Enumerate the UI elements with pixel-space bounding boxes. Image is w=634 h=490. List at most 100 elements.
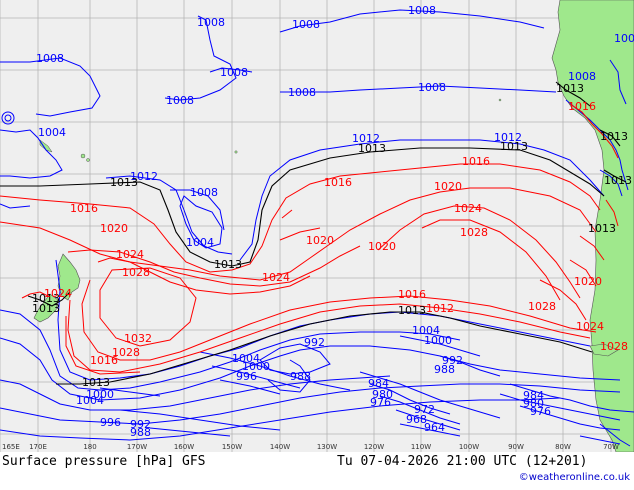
high-pressure-isobars xyxy=(0,163,605,375)
low-isobar-label: 1008 xyxy=(614,32,634,45)
low-isobar-label: 980 xyxy=(523,397,544,410)
low-isobar-label: 1008 xyxy=(220,66,248,79)
low-isobar-label: 984 xyxy=(523,389,544,402)
high-isobar-label: 1032 xyxy=(124,332,152,345)
low-isobar-label: 984 xyxy=(368,377,389,390)
map-canvas: 165E 170E 180 170W 160W 150W 140W 130W 120W 110W 1… xyxy=(0,0,634,452)
longitude-label: 70W xyxy=(603,443,619,451)
low-isobar-label: 992 xyxy=(130,418,151,431)
longitude-label: 90W xyxy=(508,443,524,451)
standard-pressure-isobars xyxy=(0,81,627,385)
low-isobar-label: 980 xyxy=(372,388,393,401)
low-isobar-label: 1008 xyxy=(197,16,225,29)
high-isobar-label: 1024 xyxy=(262,271,290,284)
low-isobar-label: 988 xyxy=(434,363,455,376)
standard-isobar-label: 1013 xyxy=(32,302,60,315)
low-isobar-label: 988 xyxy=(130,426,151,439)
high-isobar-label: 1024 xyxy=(116,248,144,261)
low-isobar-label: 1008 xyxy=(418,81,446,94)
low-isobar-label: 1008 xyxy=(288,86,316,99)
low-isobar-label: 964 xyxy=(424,421,445,434)
low-isobar-label: 1004 xyxy=(76,394,104,407)
high-isobar-label: 1016 xyxy=(568,100,596,113)
longitude-label: 150W xyxy=(222,443,242,451)
low-isobar-label: 972 xyxy=(414,403,435,416)
low-isobar-label: 1008 xyxy=(408,4,436,17)
standard-isobar-label: 1013 xyxy=(398,304,426,317)
high-isobar-label: 1020 xyxy=(306,234,334,247)
low-pressure-isobars xyxy=(0,9,634,447)
longitude-label: 120W xyxy=(364,443,384,451)
longitude-label: 140W xyxy=(270,443,290,451)
andes-isobar-clutter xyxy=(565,59,629,227)
standard-isobar-label: 1013 xyxy=(600,130,628,143)
low-isobar-label: 1008 xyxy=(166,94,194,107)
map-footer: Surface pressure [hPa] GFS Tu 07-04-2026… xyxy=(0,452,634,490)
standard-isobar-label: 1013 xyxy=(110,176,138,189)
low-isobar-label: 1000 xyxy=(86,388,114,401)
low-isobar-label: 1004 xyxy=(186,236,214,249)
tierra-del-fuego xyxy=(589,343,619,357)
low-isobar-label: 1000 xyxy=(424,334,452,347)
longitude-label: 160W xyxy=(174,443,194,451)
isobar-value-labels: 1008 1008 1008 1008 1008 1008 1008 1008 1008 1008… xyxy=(32,4,634,439)
low-isobar-label: 1008 xyxy=(568,70,596,83)
standard-isobar-label: 1013 xyxy=(358,142,386,155)
high-isobar-label: 1016 xyxy=(324,176,352,189)
high-isobar-label: 1028 xyxy=(528,300,556,313)
low-isobar-label: 996 xyxy=(236,370,257,383)
valid-time: Tu 07-04-2026 21:00 UTC (12+201) xyxy=(337,454,588,469)
low-isobar-label: 1008 xyxy=(292,18,320,31)
high-isobar-label: 1028 xyxy=(600,340,628,353)
low-isobar-label: 1004 xyxy=(38,126,66,139)
longitude-label: 110W xyxy=(411,443,431,451)
high-isobar-label: 1028 xyxy=(460,226,488,239)
low-isobar-label: 1004 xyxy=(232,352,260,365)
low-isobar-label: 996 xyxy=(100,416,121,429)
high-isobar-label: 1028 xyxy=(122,266,150,279)
longitude-label: 180 xyxy=(83,443,96,451)
high-isobar-label: 1016 xyxy=(398,288,426,301)
low-isobar-label: 976 xyxy=(370,396,391,409)
low-isobar-label: 988 xyxy=(290,370,311,383)
longitude-label: 100W xyxy=(459,443,479,451)
map-title: Surface pressure [hPa] GFS xyxy=(2,454,206,469)
standard-isobar-label: 1013 xyxy=(214,258,242,271)
longitude-label: 80W xyxy=(555,443,571,451)
high-isobar-label: 1012 xyxy=(426,302,454,315)
high-isobar-label: 1020 xyxy=(100,222,128,235)
lat-lon-grid xyxy=(0,0,634,452)
standard-isobar-label: 1013 xyxy=(588,222,616,235)
standard-isobar-label: 1013 xyxy=(556,82,584,95)
low-isobar-label: 1000 xyxy=(242,360,270,373)
high-isobar-label: 1020 xyxy=(574,275,602,288)
high-isobar-label: 1020 xyxy=(368,240,396,253)
high-isobar-label: 1024 xyxy=(44,287,72,300)
credit-link[interactable]: ©weatheronline.co.uk xyxy=(518,472,630,483)
low-isobar-label: 1012 xyxy=(130,170,158,183)
low-isobar-label: 1012 xyxy=(494,131,522,144)
standard-isobar-label: 1013 xyxy=(604,174,632,187)
longitude-tick-labels: 165E 170E 180 170W 160W 150W 140W 130W 120W 110W 1… xyxy=(2,443,619,451)
longitude-label: 170E xyxy=(29,443,47,451)
longitude-label: 165E xyxy=(2,443,20,451)
longitude-label: 130W xyxy=(317,443,337,451)
high-isobar-label: 1024 xyxy=(454,202,482,215)
high-isobar-label: 1020 xyxy=(434,180,462,193)
high-isobar-label: 1028 xyxy=(112,346,140,359)
longitude-label: 170W xyxy=(127,443,147,451)
pacific-islands xyxy=(39,82,502,162)
high-isobar-label: 1016 xyxy=(90,354,118,367)
standard-isobar-label: 1013 xyxy=(82,376,110,389)
low-isobar-label: 976 xyxy=(530,405,551,418)
low-isobar-label: 992 xyxy=(442,354,463,367)
low-isobar-label: 1008 xyxy=(190,186,218,199)
high-isobar-label: 1024 xyxy=(576,320,604,333)
low-isobar-label: 1004 xyxy=(412,324,440,337)
high-isobar-label: 1016 xyxy=(70,202,98,215)
low-isobar-label: 992 xyxy=(304,336,325,349)
low-isobar-label: 1012 xyxy=(352,132,380,145)
standard-isobar-label: 1013 xyxy=(500,140,528,153)
low-isobar-label: 1008 xyxy=(36,52,64,65)
standard-isobar-label: 1013 xyxy=(32,292,60,305)
